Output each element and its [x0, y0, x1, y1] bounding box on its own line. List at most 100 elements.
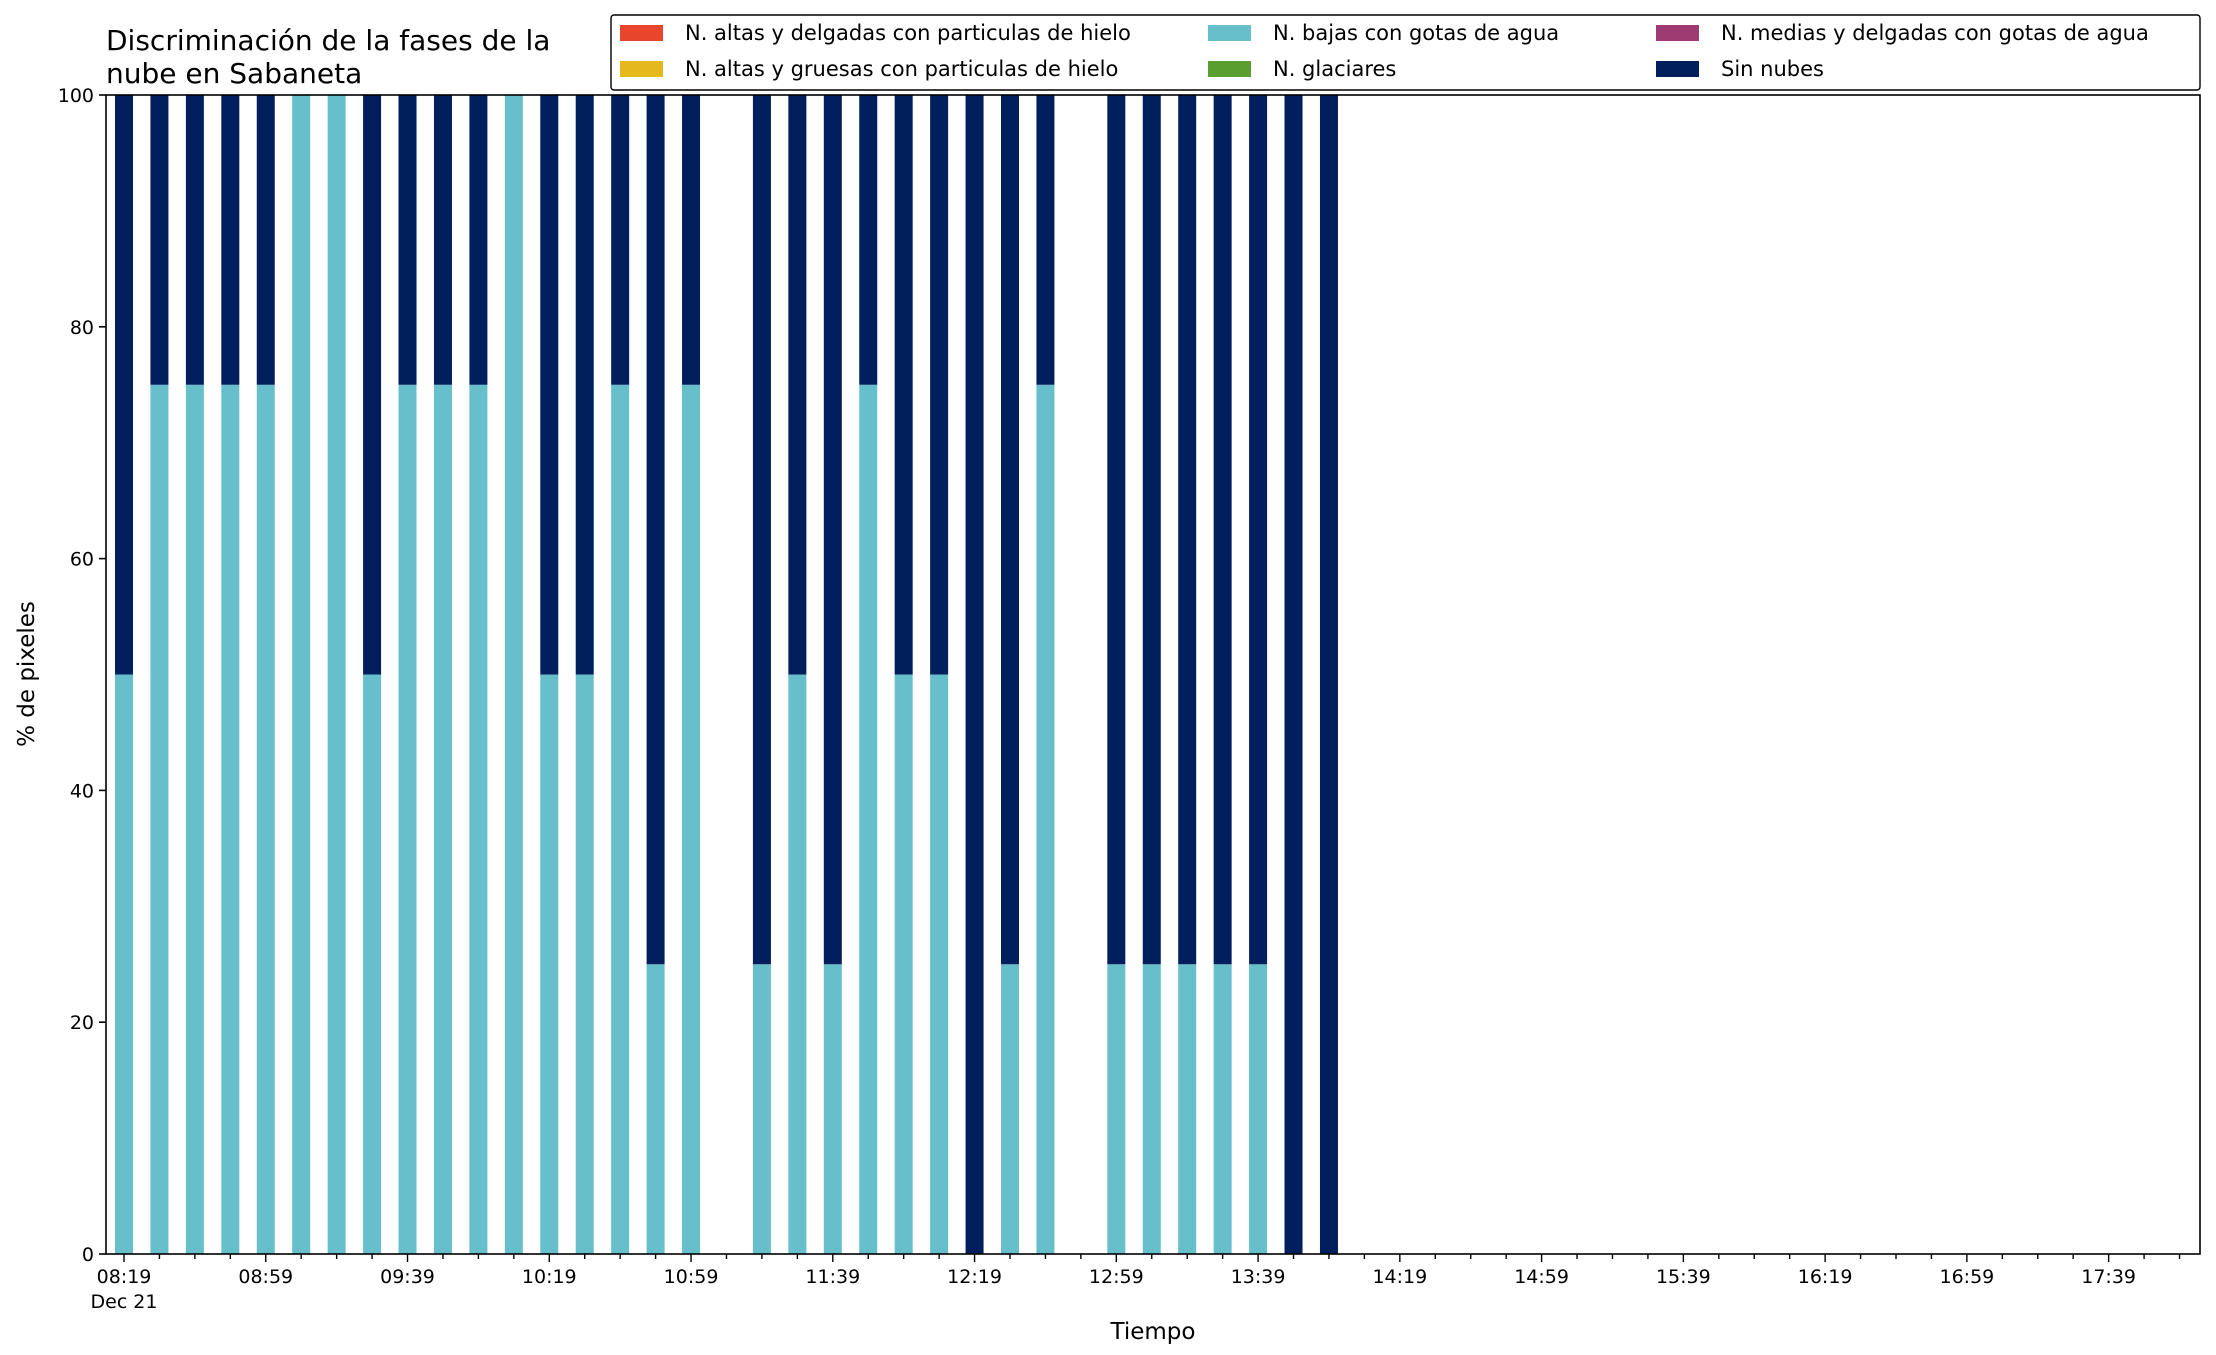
x-tick-label: 09:39	[380, 1266, 435, 1288]
x-tick-label: 10:19	[522, 1266, 577, 1288]
bar-segment-s2-t13	[575, 674, 594, 1254]
bar-segment-s2-t19	[788, 674, 807, 1254]
bar-segment-s5-t34	[1319, 95, 1338, 1254]
bar-segment-s5-t12	[540, 95, 559, 675]
bar-segment-s2-t9	[433, 384, 452, 1254]
bar-segment-s2-t30	[1178, 964, 1197, 1254]
legend-swatch	[1656, 61, 1699, 77]
bar-segment-s2-t31	[1213, 964, 1232, 1254]
bar-segment-s2-t23	[930, 674, 949, 1254]
legend-box	[610, 14, 2201, 91]
bar-segment-s2-t21	[859, 384, 878, 1254]
x-axis: 08:19 08:59 09:39 10:19 10:59 11:39 12:19 12:59…	[91, 1254, 2181, 1313]
legend-swatch	[1208, 61, 1251, 77]
bar-segment-s2-t4	[256, 384, 275, 1254]
bar-segment-s5-t24	[965, 95, 984, 1254]
legend-entry-label: N. glaciares	[1273, 57, 1396, 81]
bar-segment-s5-t22	[894, 95, 913, 675]
bar-segment-s5-t23	[930, 95, 949, 675]
x-tick-label: 13:39	[1231, 1266, 1286, 1288]
bar-segment-s2-t28	[1107, 964, 1126, 1254]
bar-segment-s2-t18	[752, 964, 771, 1254]
bar-segment-s5-t1	[150, 95, 169, 385]
legend: N. altas y delgadas con particulas de hi…	[610, 14, 2201, 91]
x-tick-label: 14:59	[1514, 1266, 1569, 1288]
x-tick-label: 08:19	[97, 1266, 152, 1288]
bar-segment-s5-t33	[1284, 95, 1303, 1254]
bar-segment-s2-t22	[894, 674, 913, 1254]
x-date-label: Dec 21	[91, 1291, 158, 1313]
chart-title-line-1: Discriminación de la fases de la	[106, 24, 550, 57]
legend-entry-label: Sin nubes	[1721, 57, 1824, 81]
bar-segment-s5-t10	[469, 95, 488, 385]
legend-swatch	[620, 61, 663, 77]
y-tick-label: 20	[70, 1012, 94, 1034]
bar-segment-s5-t20	[823, 95, 842, 965]
bar-segment-s2-t14	[611, 384, 630, 1254]
bar-segment-s5-t15	[646, 95, 665, 965]
legend-entry-label: N. altas y delgadas con particulas de hi…	[685, 21, 1131, 45]
y-tick-label: 60	[70, 549, 94, 571]
legend-entry-label: N. medias y delgadas con gotas de agua	[1721, 21, 2149, 45]
legend-swatch	[1208, 25, 1251, 41]
bar-segment-s5-t32	[1249, 95, 1268, 965]
legend-swatch	[1656, 25, 1699, 41]
x-tick-label: 16:19	[1798, 1266, 1853, 1288]
bar-segment-s5-t25	[1001, 95, 1019, 965]
y-axis-title: % de pixeles	[14, 601, 40, 747]
bar-segment-s5-t3	[221, 95, 240, 385]
bar-segment-s5-t0	[115, 95, 133, 675]
bar-segment-s2-t15	[646, 964, 665, 1254]
bar-segment-s5-t31	[1213, 95, 1232, 965]
y-tick-label: 40	[70, 780, 94, 802]
chart-title-line-2: nube en Sabaneta	[106, 57, 362, 90]
x-tick-label: 11:39	[805, 1266, 860, 1288]
chart-title: Discriminación de la fases de la nube en…	[106, 24, 550, 90]
x-tick-label: 10:59	[664, 1266, 719, 1288]
bar-segment-s5-t16	[682, 95, 701, 385]
x-tick-label: 14:19	[1372, 1266, 1427, 1288]
bar-segment-s2-t0	[115, 674, 133, 1254]
y-tick-label: 80	[70, 317, 94, 339]
bar-segment-s5-t26	[1036, 95, 1055, 385]
bar-segment-s2-t20	[823, 964, 842, 1254]
x-tick-label: 15:39	[1656, 1266, 1711, 1288]
bar-segment-s2-t29	[1142, 964, 1161, 1254]
bar-segment-s5-t8	[398, 95, 417, 385]
x-tick-label: 17:39	[2081, 1266, 2136, 1288]
bar-segment-s2-t25	[1001, 964, 1019, 1254]
bar-segment-s2-t32	[1249, 964, 1268, 1254]
y-tick-label: 100	[58, 85, 94, 107]
bar-segment-s5-t28	[1107, 95, 1126, 965]
bar-segment-s5-t7	[363, 95, 382, 675]
bar-segment-s2-t26	[1036, 384, 1055, 1254]
legend-entry-label: N. bajas con gotas de agua	[1273, 21, 1559, 45]
plot-area-frame	[105, 94, 2201, 1255]
bar-segment-s2-t7	[363, 674, 382, 1254]
y-tick-label: 0	[82, 1244, 94, 1266]
bar-segment-s2-t1	[150, 384, 169, 1254]
bar-segment-s5-t29	[1142, 95, 1161, 965]
bar-segment-s2-t10	[469, 384, 488, 1254]
bar-segment-s2-t6	[327, 95, 346, 1254]
bar-segment-s2-t11	[504, 95, 523, 1254]
bar-segment-s5-t9	[433, 95, 452, 385]
bar-segment-s5-t30	[1178, 95, 1197, 965]
bar-segment-s2-t16	[682, 384, 701, 1254]
legend-entry-label: N. altas y gruesas con particulas de hie…	[685, 57, 1118, 81]
x-tick-label: 16:59	[1939, 1266, 1994, 1288]
bar-segment-s5-t21	[859, 95, 878, 385]
legend-swatch	[620, 25, 663, 41]
bar-segment-s5-t14	[611, 95, 630, 385]
bar-segment-s2-t12	[540, 674, 559, 1254]
bar-segment-s2-t5	[292, 95, 311, 1254]
bar-segment-s5-t19	[788, 95, 807, 675]
x-tick-label: 12:19	[947, 1266, 1002, 1288]
x-tick-label: 08:59	[238, 1266, 293, 1288]
bar-segment-s5-t2	[185, 95, 204, 385]
bar-segment-s5-t4	[256, 95, 275, 385]
bar-segment-s5-t13	[575, 95, 594, 675]
bar-segment-s2-t2	[185, 384, 204, 1254]
bar-segment-s2-t3	[221, 384, 240, 1254]
